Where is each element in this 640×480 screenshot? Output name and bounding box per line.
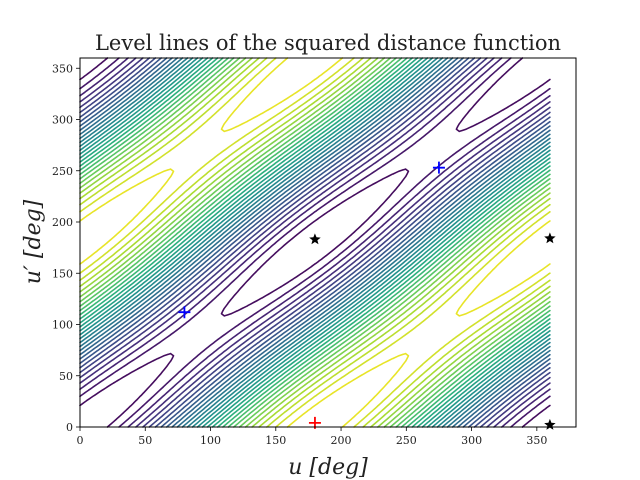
contour-level (79, 57, 551, 428)
critical-point-markers (178, 161, 556, 430)
contour-level (79, 57, 551, 428)
contour-level (79, 57, 551, 428)
contour-level (79, 57, 551, 428)
x-tick-label: 0 (77, 434, 84, 447)
y-tick-label: 350 (52, 62, 73, 75)
contour-level (79, 57, 551, 428)
y-tick-label: 300 (52, 114, 73, 127)
contour-lines (79, 57, 551, 428)
y-tick-label: 250 (52, 165, 73, 178)
x-tick-label: 100 (200, 434, 221, 447)
minimum-point-marker (178, 306, 191, 319)
y-tick-label: 0 (66, 421, 73, 434)
contour-level (79, 57, 551, 428)
y-axis: 0 50 100 150 200 250 300 350 (52, 62, 80, 434)
y-tick-label: 100 (52, 319, 73, 332)
x-tick-label: 50 (138, 434, 152, 447)
x-axis-label: u [deg] (288, 455, 368, 480)
minimum-point-marker (432, 161, 445, 174)
x-tick-label: 350 (526, 434, 547, 447)
saddle-point-marker (544, 232, 556, 244)
contour-level (79, 57, 551, 428)
contour-level (79, 57, 551, 428)
x-axis: 0 50 100 150 200 250 300 350 (77, 427, 547, 447)
x-tick-label: 250 (396, 434, 417, 447)
x-tick-label: 200 (331, 434, 352, 447)
plot-area (79, 57, 577, 430)
y-axis-label: u′ [deg] (21, 199, 46, 284)
y-tick-label: 50 (59, 370, 73, 383)
saddle-point-marker (544, 418, 556, 430)
contour-level (79, 57, 551, 428)
contour-level (79, 57, 551, 428)
contour-level (79, 57, 551, 428)
y-tick-label: 150 (52, 267, 73, 280)
y-tick-label: 200 (52, 216, 73, 229)
contour-level (79, 57, 551, 428)
x-tick-label: 150 (265, 434, 286, 447)
contour-level (79, 57, 551, 428)
chart-title: Level lines of the squared distance func… (95, 31, 561, 55)
contour-level (79, 57, 551, 428)
contour-level (79, 57, 551, 428)
saddle-point-marker (309, 233, 321, 245)
plot-frame (79, 57, 577, 428)
x-tick-label: 300 (461, 434, 482, 447)
contour-level (79, 57, 551, 428)
contour-level (79, 57, 551, 428)
contour-level (79, 57, 551, 428)
contour-level (79, 57, 551, 428)
contour-level (79, 57, 551, 428)
